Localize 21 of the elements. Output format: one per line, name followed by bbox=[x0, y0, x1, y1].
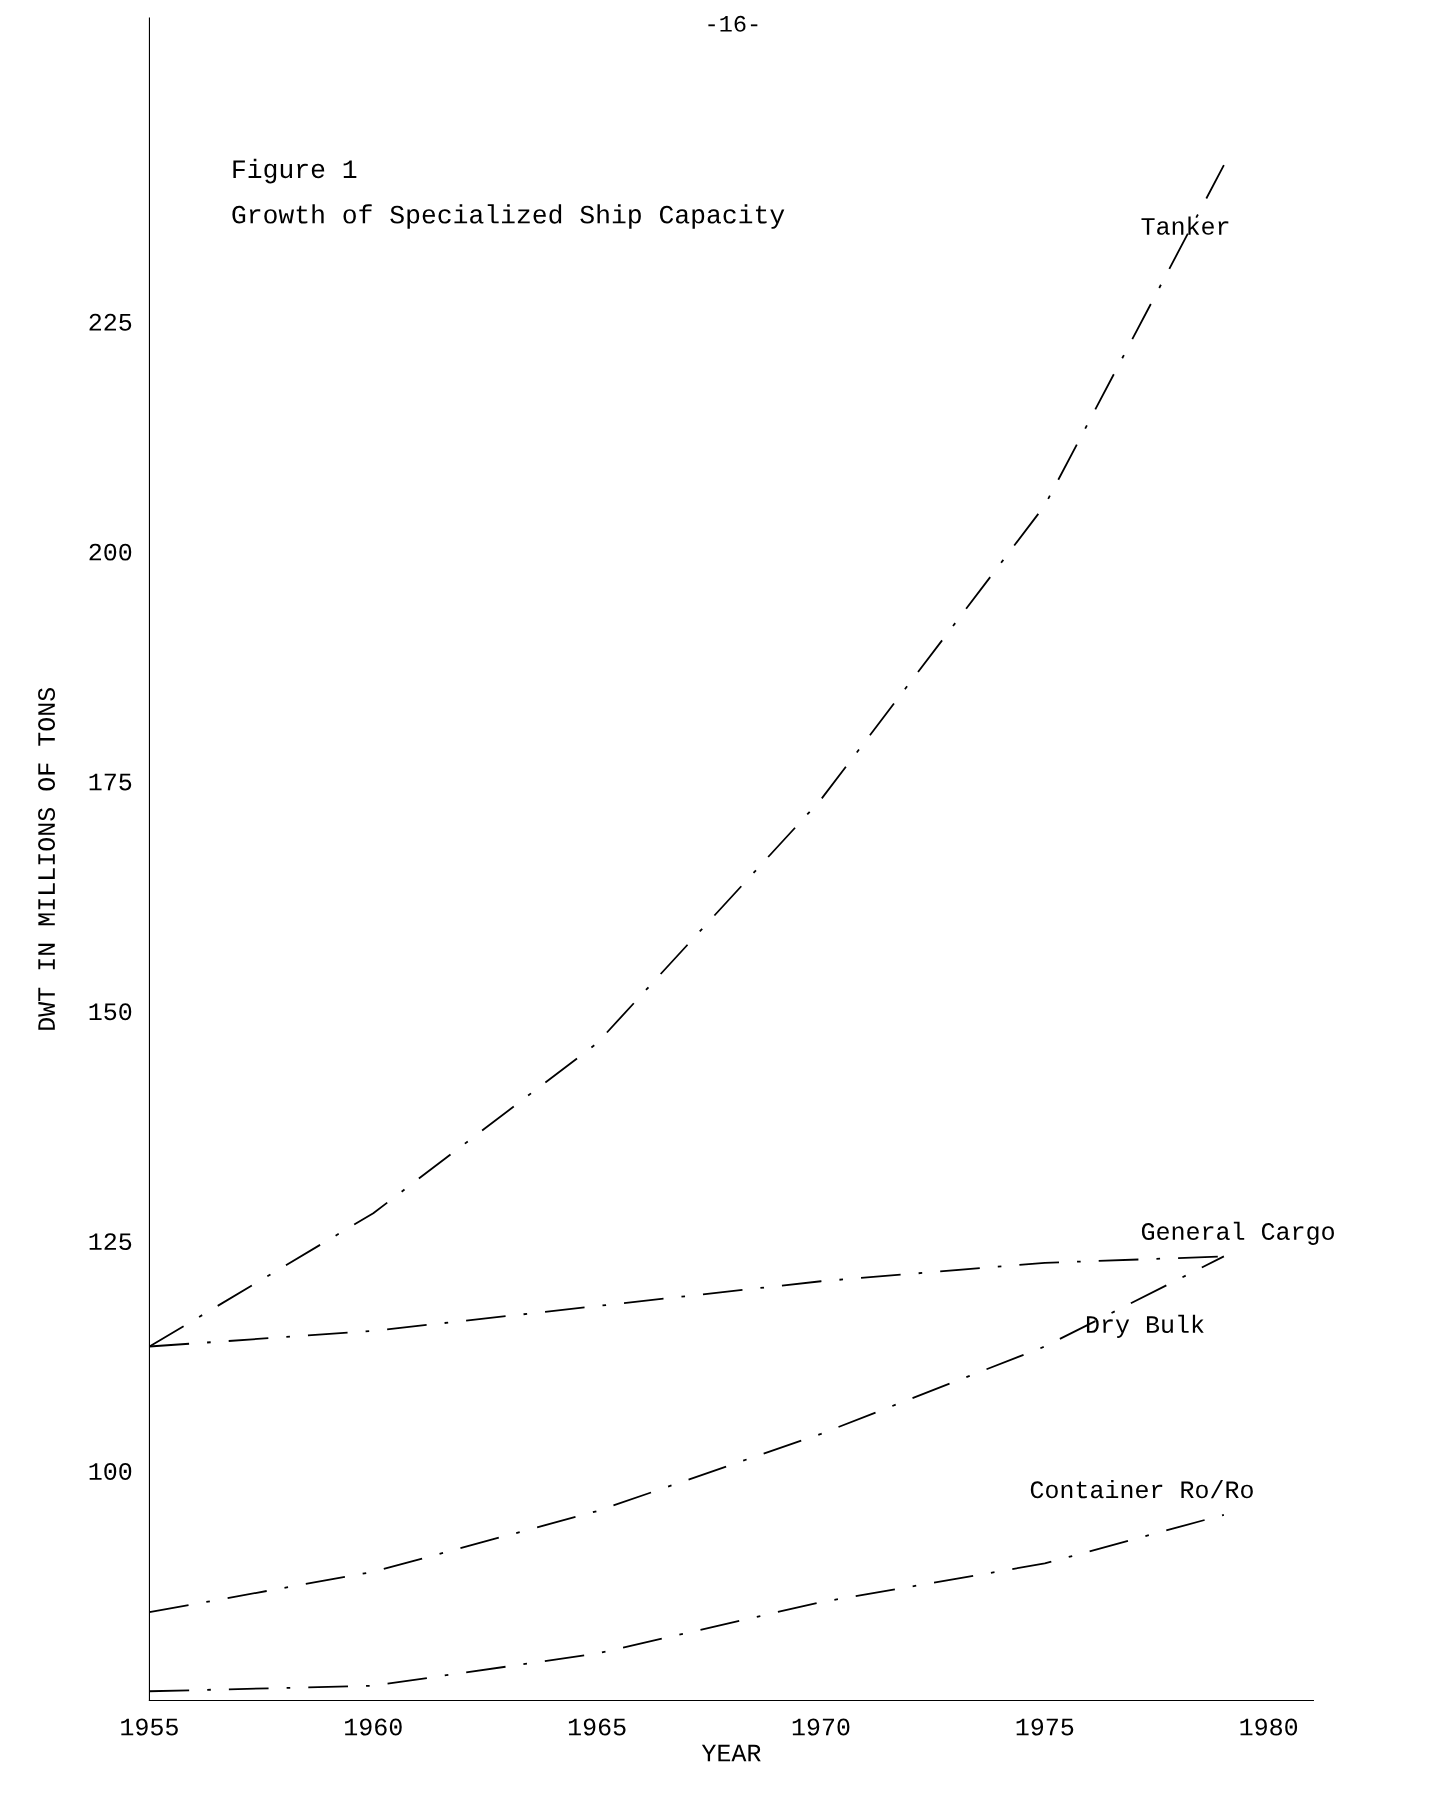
x-tick-label: 1965 bbox=[568, 1718, 626, 1736]
x-tick-label: 1970 bbox=[792, 1718, 850, 1736]
annotation: -16- bbox=[708, 15, 758, 32]
y-tick-label: 175 bbox=[89, 773, 132, 791]
x-tick-label: 1960 bbox=[345, 1718, 402, 1736]
series-label: General Cargo bbox=[1141, 1221, 1334, 1245]
x-tick-label: 1955 bbox=[121, 1718, 178, 1736]
y-tick-label: 225 bbox=[89, 313, 132, 331]
text: Figure 1 bbox=[233, 158, 357, 184]
y-tick-label: 100 bbox=[89, 1462, 132, 1480]
y-tick-label: 125 bbox=[89, 1233, 132, 1251]
x-axis-title: YEAR bbox=[701, 1744, 761, 1762]
y-tick-label: 200 bbox=[89, 543, 132, 561]
y-axis-title: DWT IN MILLIONS OF TONS bbox=[38, 688, 56, 1030]
x-tick-label: 1975 bbox=[1016, 1718, 1074, 1736]
series-label: Tanker bbox=[1141, 216, 1229, 235]
text: Growth of Specialized Ship Capacity bbox=[232, 204, 785, 229]
series-label: Dry Bulk bbox=[1086, 1314, 1204, 1338]
series-label: Container Ro/Ro bbox=[1030, 1479, 1253, 1499]
y-tick-label: 150 bbox=[89, 1003, 132, 1021]
x-tick-label: 1980 bbox=[1240, 1718, 1298, 1736]
